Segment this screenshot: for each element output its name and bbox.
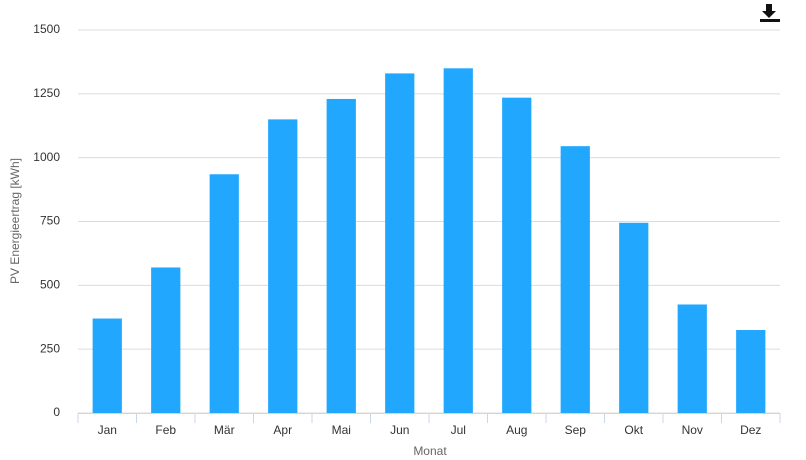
x-tick-label: Nov [682,423,703,437]
x-tick-label: Jul [451,423,466,437]
x-tick-label: Aug [506,423,527,437]
download-bar [760,19,780,22]
y-axis-title: PV Energieertrag [kWh] [8,158,22,284]
y-tick-label: 1000 [33,150,60,164]
y-tick-label: 750 [40,214,60,228]
bar [677,304,707,413]
y-tick-label: 1250 [33,86,60,100]
bar [268,119,298,413]
bar [209,174,239,413]
bar [443,68,473,414]
x-tick-label: Okt [624,423,643,437]
x-tick-label: Jun [390,423,409,437]
y-tick-label: 0 [53,405,60,419]
bar [151,267,181,413]
x-tick-label: Mai [332,423,351,437]
bar [326,98,356,413]
y-tick-label: 1500 [33,22,60,36]
bar [92,318,122,413]
y-tick-label: 250 [40,341,60,355]
x-tick-label: Apr [273,423,292,437]
x-tick-label: Jan [98,423,117,437]
x-tick-label: Dez [740,423,761,437]
bar [502,97,532,413]
x-tick-label: Feb [155,423,176,437]
x-tick-label: Sep [565,423,587,437]
bar [560,146,590,413]
bar [385,73,415,413]
x-axis-title: Monat [413,444,447,458]
download-arrow [762,4,776,18]
bar [736,330,766,413]
bar [619,222,649,413]
y-tick-label: 500 [40,278,60,292]
download-button[interactable] [760,3,780,23]
x-tick-label: Mär [214,423,235,437]
